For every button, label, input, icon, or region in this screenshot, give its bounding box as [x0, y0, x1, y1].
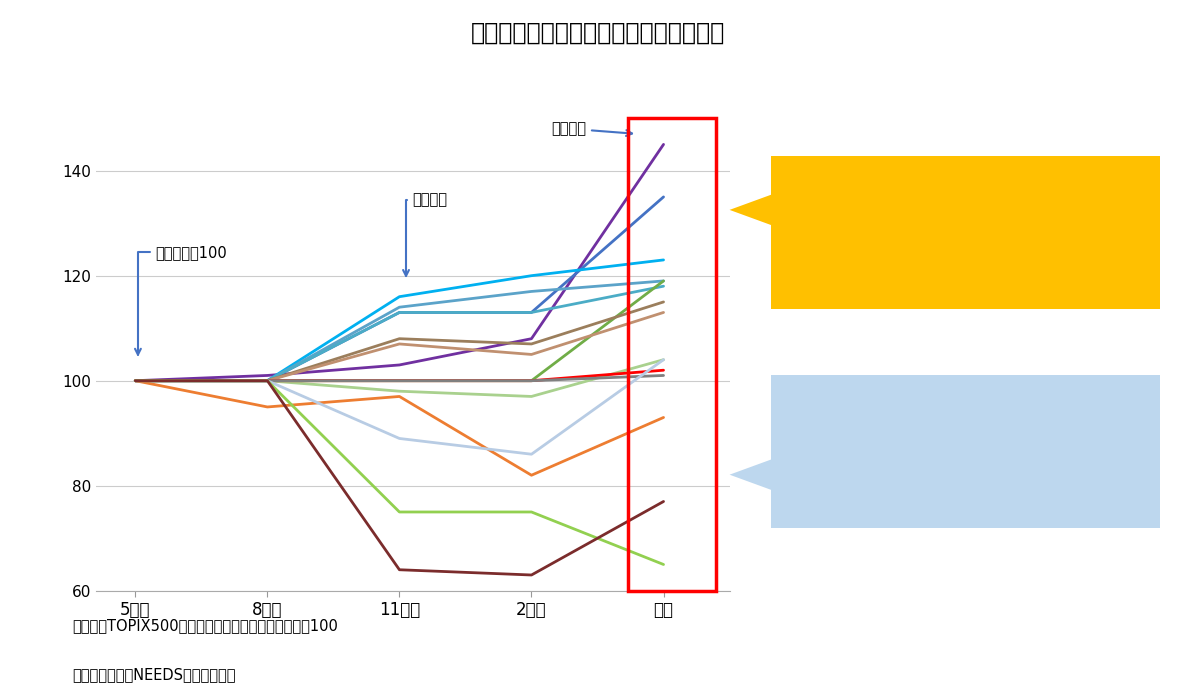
Text: （資料）　日経NEEDSより筆者作成: （資料） 日経NEEDSより筆者作成	[72, 667, 236, 682]
Text: （注）　TOPIX500のうち３月決算企業、期初予想＝100: （注） TOPIX500のうち３月決算企業、期初予想＝100	[72, 619, 337, 634]
Text: 過去15年のうち13回は
期末実績が上方修正: 過去15年のうち13回は 期末実績が上方修正	[895, 208, 1037, 257]
Text: 中間決算: 中間決算	[403, 193, 447, 276]
Text: 期末実績: 期末実績	[551, 121, 631, 136]
Text: 期初予想＝100: 期初予想＝100	[135, 245, 227, 354]
Text: 下方修正は
2001・2002年度のみ: 下方修正は 2001・2002年度のみ	[886, 427, 1045, 476]
Bar	[628, 118, 716, 591]
Text: 【図２】期末実績の上方修正は恒例行事: 【図２】期末実績の上方修正は恒例行事	[471, 21, 725, 45]
